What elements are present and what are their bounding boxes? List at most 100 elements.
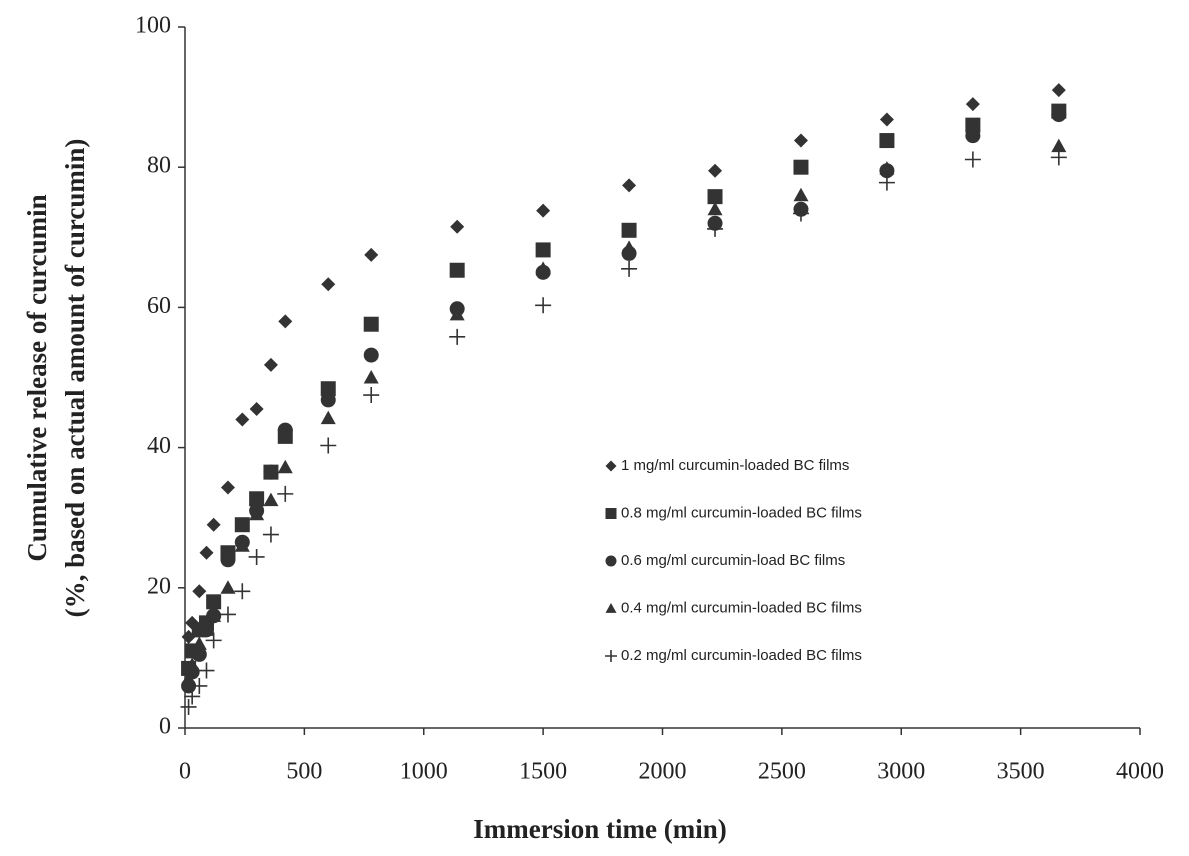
legend-label: 0.4 mg/ml curcumin-loaded BC films (621, 599, 862, 616)
x-tick-label: 2500 (758, 759, 806, 785)
marker (605, 555, 617, 567)
marker (234, 517, 250, 533)
marker (180, 698, 197, 715)
marker (1050, 149, 1067, 166)
y-tick-label: 100 (135, 13, 171, 39)
marker (622, 178, 637, 193)
marker (964, 151, 981, 168)
marker (205, 632, 222, 649)
y-tick-label: 80 (147, 153, 171, 179)
marker (793, 187, 809, 202)
marker (320, 381, 336, 397)
marker (536, 203, 551, 218)
marker (621, 260, 638, 277)
x-tick-label: 3000 (877, 759, 925, 785)
marker (249, 402, 264, 417)
marker (278, 314, 293, 329)
marker (277, 459, 293, 474)
marker (449, 328, 466, 345)
marker (879, 133, 895, 149)
marker (277, 485, 294, 502)
marker (535, 261, 551, 275)
marker (184, 657, 200, 671)
marker (206, 594, 222, 610)
y-tick-label: 20 (147, 573, 171, 599)
marker (191, 646, 207, 662)
marker (219, 606, 236, 623)
marker (449, 306, 465, 321)
marker (707, 220, 724, 237)
marker (1051, 107, 1067, 123)
marker (181, 671, 197, 685)
x-tick-label: 0 (179, 759, 191, 785)
x-tick-label: 3500 (997, 759, 1045, 785)
marker (879, 112, 894, 127)
marker (364, 247, 379, 262)
marker (220, 480, 235, 495)
legend-label: 0.6 mg/ml curcumin-load BC films (621, 552, 845, 569)
x-axis-label: Immersion time (min) (473, 814, 726, 844)
marker (249, 491, 265, 507)
marker (235, 412, 250, 427)
marker (878, 174, 895, 191)
marker (605, 508, 617, 519)
marker (363, 347, 379, 363)
marker (277, 422, 293, 438)
marker (535, 242, 551, 258)
marker (249, 506, 265, 521)
marker (206, 517, 221, 532)
marker (621, 240, 637, 254)
marker (320, 392, 336, 408)
marker (450, 219, 465, 234)
marker (707, 189, 723, 205)
y-tick-label: 0 (159, 714, 171, 740)
y-axis-label: Cumulative release of curcumin (22, 194, 52, 561)
marker (793, 133, 808, 148)
x-tick-label: 1500 (519, 759, 567, 785)
legend-label: 1 mg/ml curcumin-loaded BC films (621, 457, 849, 474)
marker (621, 222, 637, 238)
marker (320, 437, 337, 454)
x-tick-label: 2000 (639, 759, 687, 785)
marker (192, 584, 207, 599)
y-axis-label: (%, based on actual amount of curcumin) (60, 139, 90, 618)
marker (320, 410, 336, 425)
marker (184, 688, 201, 705)
marker (321, 277, 336, 292)
y-tick-label: 60 (147, 293, 171, 319)
marker (248, 548, 265, 565)
marker (199, 545, 214, 560)
marker (605, 460, 617, 472)
x-tick-label: 500 (286, 759, 322, 785)
marker (449, 262, 465, 278)
marker (363, 387, 380, 404)
marker (605, 650, 617, 662)
marker (220, 580, 236, 594)
marker (206, 608, 222, 622)
marker (965, 97, 980, 112)
marker (198, 622, 214, 636)
marker (363, 316, 379, 332)
marker (1051, 83, 1066, 98)
y-tick-label: 40 (147, 433, 171, 459)
marker (793, 159, 809, 175)
marker (535, 297, 552, 314)
marker (879, 161, 895, 175)
marker (707, 201, 723, 216)
marker (605, 603, 617, 613)
marker (1051, 138, 1067, 153)
marker (220, 552, 236, 568)
x-tick-label: 1000 (400, 759, 448, 785)
marker (965, 124, 981, 139)
marker (363, 370, 379, 384)
marker (792, 205, 809, 222)
marker (191, 677, 208, 694)
marker (234, 538, 250, 552)
marker (263, 492, 279, 507)
marker (198, 662, 215, 679)
marker (708, 163, 723, 178)
marker (234, 583, 251, 600)
x-tick-label: 4000 (1116, 759, 1164, 785)
marker (262, 526, 279, 543)
